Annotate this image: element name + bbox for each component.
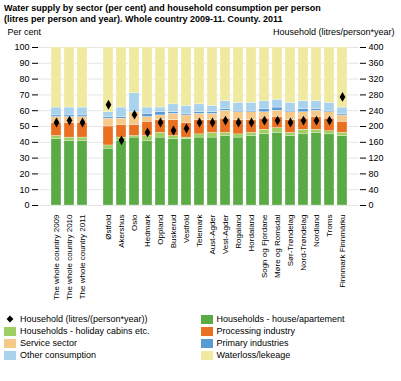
svg-text:80: 80: [369, 169, 379, 179]
svg-text:Oslo: Oslo: [130, 214, 139, 231]
html-text:(litres per person and year).: (litres per person and year). Whole coun…: [4, 14, 283, 24]
svg-text:400: 400: [369, 42, 384, 52]
html-text:Primary industries: Primary industries: [216, 338, 289, 348]
html-text:Other consumption: Other consumption: [20, 350, 96, 360]
svg-text:10: 10: [19, 185, 29, 195]
svg-text:30: 30: [19, 153, 29, 163]
svg-text:20: 20: [19, 169, 29, 179]
svg-text:Akershus: Akershus: [117, 215, 126, 248]
svg-text:120: 120: [369, 153, 384, 163]
svg-text:60: 60: [19, 106, 29, 116]
svg-text:160: 160: [369, 137, 384, 147]
svg-text:0: 0: [24, 200, 29, 210]
html-text:Waterloss/lekeage: Waterloss/lekeage: [216, 350, 291, 360]
svg-text:Vestfold: Vestfold: [182, 215, 191, 243]
svg-text:Vest-Agder: Vest-Agder: [221, 214, 230, 254]
svg-text:Hordaland: Hordaland: [247, 215, 256, 252]
svg-text:70: 70: [19, 90, 29, 100]
svg-text:0: 0: [369, 200, 374, 210]
html-text:Households - house/apartement: Households - house/apartement: [216, 314, 345, 324]
svg-text:Nord-Trøndelag: Nord-Trøndelag: [299, 215, 308, 271]
svg-text:Oppland: Oppland: [156, 215, 165, 245]
svg-text:Troms: Troms: [325, 215, 334, 237]
svg-text:40: 40: [19, 137, 29, 147]
svg-text:Finnmark Finnmárku: Finnmark Finnmárku: [338, 215, 347, 288]
svg-text:280: 280: [369, 90, 384, 100]
svg-text:Aust-Agder: Aust-Agder: [208, 214, 217, 254]
svg-text:Rogaland: Rogaland: [234, 215, 243, 249]
svg-text:Hedmark: Hedmark: [143, 214, 152, 247]
svg-text:The whole country 2010: The whole country 2010: [65, 214, 74, 300]
svg-text:200: 200: [369, 121, 384, 131]
svg-text:Sogn og Fjordane: Sogn og Fjordane: [260, 214, 269, 278]
svg-text:90: 90: [19, 58, 29, 68]
html-text:Service sector: Service sector: [20, 338, 77, 348]
html-text:Household (litres/(person*year: Household (litres/(person*year)): [20, 314, 148, 324]
html-text:Water supply by sector (per ce: Water supply by sector (per cent) and ho…: [4, 3, 321, 13]
svg-text:80: 80: [19, 74, 29, 84]
svg-text:Per cent: Per cent: [8, 27, 42, 37]
svg-text:100: 100: [14, 42, 29, 52]
svg-text:Sør-Trøndelag: Sør-Trøndelag: [286, 215, 295, 267]
svg-text:The whole country 2011: The whole country 2011: [78, 214, 87, 299]
svg-text:Buskerud: Buskerud: [169, 215, 178, 249]
svg-text:50: 50: [19, 121, 29, 131]
html-text:Households - holiday cabins et: Households - holiday cabins etc.: [20, 326, 150, 336]
svg-text:40: 40: [369, 185, 379, 195]
html-text:Processing industry: Processing industry: [216, 326, 295, 336]
svg-text:320: 320: [369, 74, 384, 84]
svg-text:Nordland: Nordland: [312, 215, 321, 247]
svg-text:Østfold: Østfold: [104, 215, 113, 240]
svg-text:Møre og Romsdal: Møre og Romsdal: [273, 214, 282, 278]
svg-text:360: 360: [369, 58, 384, 68]
svg-text:Household (litres/person*year): Household (litres/person*year): [273, 27, 395, 37]
svg-text:Telemark: Telemark: [195, 214, 204, 247]
svg-text:240: 240: [369, 106, 384, 116]
svg-text:The whole country 2009: The whole country 2009: [52, 214, 61, 300]
